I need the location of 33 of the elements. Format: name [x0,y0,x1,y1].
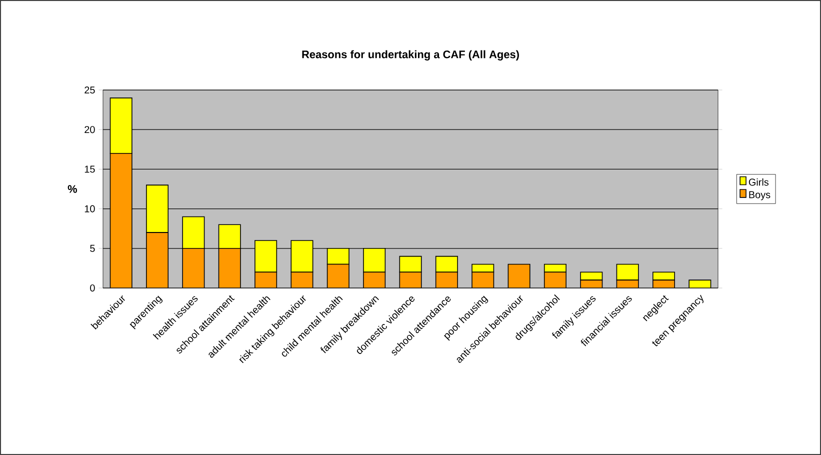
bar [218,248,240,288]
bar [326,248,350,265]
bar [146,232,168,288]
y-axis-title: % [68,185,78,193]
legend-label: Girls [748,178,769,186]
bar [291,272,313,288]
bar [400,272,422,288]
y-tick-label: 5 [90,244,95,252]
chart-title: Reasons for undertaking a CAF (All Ages) [302,50,519,61]
y-tick-label: 20 [84,126,95,134]
y-tick-label: 10 [84,205,95,212]
bar [436,272,458,288]
bar [399,256,422,273]
bar [363,272,386,288]
bar [472,272,494,288]
bar [472,264,494,273]
y-tick-label: 15 [84,166,95,173]
bar [363,248,386,273]
y-tick-label: 0 [90,284,95,292]
bar [290,240,314,273]
bar [182,248,204,288]
bar [254,240,278,273]
bar [435,256,458,273]
bar [110,153,132,288]
bar [146,184,169,233]
bar [110,98,132,154]
legend-label: Boys [749,191,770,200]
y-tick-label: 25 [84,86,95,94]
bar [508,264,530,288]
bar [616,264,639,280]
bar [182,216,205,249]
bar [327,264,350,288]
bar [218,224,241,249]
